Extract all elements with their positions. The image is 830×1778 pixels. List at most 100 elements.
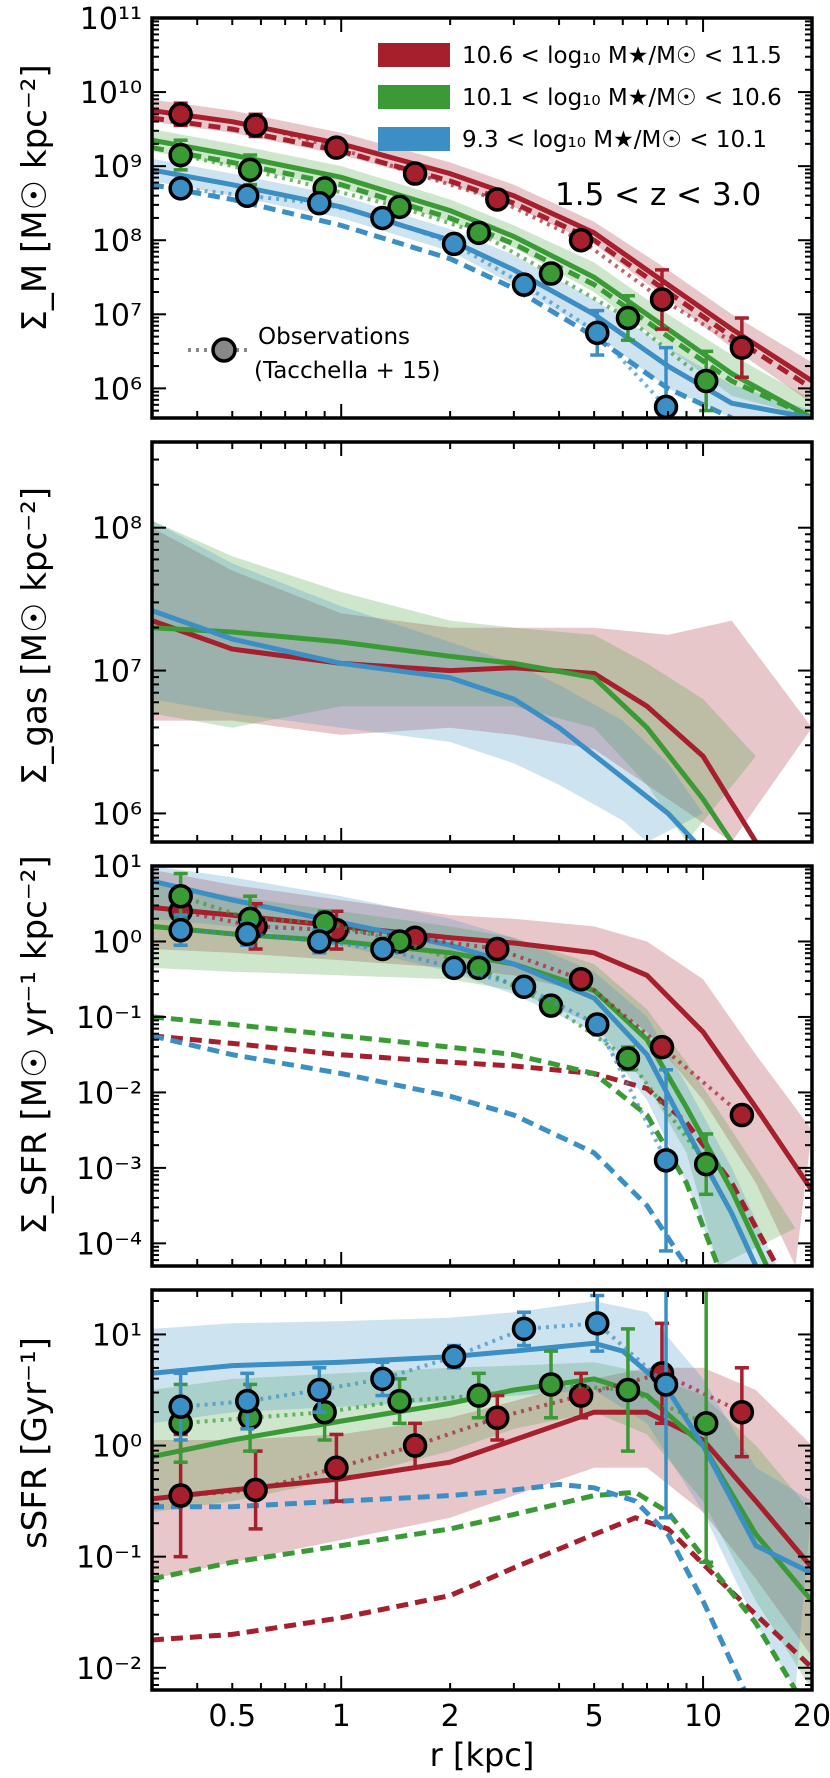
obs-legend-label-1: Observations [258, 324, 410, 350]
solid-line-gas-mid [152, 625, 734, 842]
plot-area-gas [152, 520, 812, 842]
obs-point-sfr-low-6 [585, 1012, 610, 1037]
plot-area-mass [152, 99, 812, 418]
obs-point-mass-mid-4 [466, 220, 492, 246]
solid-line-gas-high [152, 618, 759, 842]
ytick-label-mass: 10⁶ [92, 372, 142, 407]
dashed-line-mass-mid [152, 145, 812, 418]
panels: 10⁶10⁷10⁸10⁹10¹⁰10¹¹10⁶10⁷10⁸10⁻⁴10⁻³10⁻… [76, 2, 830, 1734]
obs-point-sfr-low-1 [235, 921, 260, 947]
legend-swatch-low [378, 127, 450, 151]
obs-point-sfr-low-5 [511, 974, 537, 1000]
redshift-label: 1.5 < z < 3.0 [555, 177, 761, 213]
obs-point-ssfr-mid-5 [538, 1372, 564, 1397]
xtick-label: 20 [793, 1699, 830, 1734]
dashed-line-ssfr-mid [152, 1489, 798, 1690]
obs-point-sfr-high-6 [649, 1034, 675, 1060]
obs-point-ssfr-high-0 [168, 1483, 193, 1508]
obs-point-ssfr-mid-7 [693, 1411, 719, 1436]
solid-line-mass-mid [152, 137, 812, 418]
obs-point-mass-high-3 [402, 161, 428, 186]
obs-point-mass-mid-3 [387, 194, 412, 220]
band-ssfr-mid [152, 1362, 812, 1690]
obs-point-sfr-low-2 [307, 929, 332, 954]
obs-point-sfr-mid-0 [168, 883, 193, 909]
obs-point-mass-low-7 [653, 394, 679, 418]
obs-point-mass-high-6 [649, 287, 675, 312]
ytick-label-mass: 10⁹ [92, 150, 142, 185]
ytick-label-gas: 10⁶ [92, 797, 142, 832]
legend-swatch-high [378, 43, 450, 67]
obs-point-sfr-mid-7 [693, 1151, 719, 1177]
obs-point-ssfr-low-7 [653, 1372, 679, 1397]
obs-legend-marker [211, 337, 237, 363]
ylabel-sfr: Σ_SFR [M☉ yr⁻¹ kpc⁻²] [15, 855, 55, 1234]
ytick-label-gas: 10⁸ [92, 512, 142, 547]
ylabel-gas: Σ_gas [M☉ kpc⁻²] [15, 487, 55, 785]
ytick-label-sfr: 10⁻² [76, 1076, 142, 1111]
axes-frame-gas [150, 440, 814, 844]
obs-point-sfr-low-3 [370, 936, 395, 962]
xtick-label: 0.5 [208, 1699, 256, 1734]
panel-ssfr: 10⁻² 10⁻¹ 10⁰ 10¹ [76, 1288, 814, 1692]
ytick-label-sfr: 10⁻¹ [76, 1001, 142, 1036]
plot-area-ssfr [152, 1290, 812, 1690]
obs-point-sfr-mid-4 [466, 955, 492, 981]
band-ssfr-high [152, 1367, 812, 1657]
obs-point-sfr-low-0 [168, 917, 193, 943]
ytick-label-sfr: 10⁻⁴ [76, 1227, 142, 1262]
ytick-label-mass: 10¹¹ [80, 2, 142, 37]
obs-point-mass-low-5 [511, 272, 537, 297]
obs-point-mass-low-6 [585, 320, 610, 346]
obs-point-mass-low-2 [307, 190, 332, 216]
ytick-label-ssfr: 10⁻¹ [76, 1541, 142, 1576]
obs-point-mass-mid-5 [538, 261, 564, 286]
obs-dotted-mass-mid [180, 153, 708, 383]
obs-point-mass-low-0 [168, 176, 193, 201]
ytick-label-ssfr: 10⁻² [76, 1652, 142, 1687]
legend-label-mid: 10.1 < log₁₀ M★/M☉ < 10.6 [462, 85, 782, 111]
obs-point-sfr-mid-5 [538, 993, 564, 1018]
obs-dotted-ssfr-mid [180, 1382, 707, 1426]
solid-line-ssfr-low [152, 1340, 812, 1576]
obs-point-mass-low-4 [441, 231, 467, 257]
obs-dotted-mass-low [180, 186, 668, 409]
obs-point-mass-high-0 [168, 102, 193, 127]
obs-point-sfr-low-7 [653, 1148, 679, 1173]
legend: 10.6 < log₁₀ M★/M☉ < 11.5 10.1 < log₁₀ M… [188, 43, 782, 384]
obs-point-ssfr-low-6 [585, 1311, 610, 1336]
obs-point-ssfr-high-7 [729, 1399, 755, 1425]
obs-point-ssfr-high-3 [402, 1433, 428, 1458]
ytick-label-mass: 10⁸ [92, 224, 142, 259]
obs-point-ssfr-mid-6 [615, 1377, 641, 1403]
obs-point-mass-mid-6 [615, 305, 641, 331]
legend-label-low: 9.3 < log₁₀ M★/M☉ < 10.1 [462, 127, 767, 153]
obs-point-ssfr-low-5 [511, 1316, 537, 1342]
solid-line-sfr-high [152, 905, 812, 1192]
dashed-line-mass-high [152, 115, 812, 391]
obs-point-sfr-high-5 [568, 966, 594, 992]
ytick-label-sfr: 10¹ [92, 850, 142, 885]
obs-point-mass-low-1 [235, 183, 260, 209]
dashed-line-sfr-low [152, 1033, 689, 1266]
solid-line-gas-low [152, 608, 697, 842]
obs-point-mass-high-7 [729, 335, 755, 360]
band-gas-high [152, 527, 812, 842]
obs-point-mass-high-2 [324, 135, 349, 160]
xtick-label: 10 [684, 1699, 722, 1734]
obs-point-ssfr-low-1 [235, 1388, 260, 1414]
legend-swatch-mid [378, 85, 450, 109]
ytick-label-sfr: 10⁻³ [76, 1152, 142, 1187]
obs-point-ssfr-low-0 [168, 1394, 193, 1419]
solid-line-ssfr-high [152, 1409, 812, 1570]
panel-sfr: 10⁻⁴ 10⁻³ 10⁻² 10⁻¹ 10⁰ 10¹ [76, 850, 814, 1268]
obs-point-mass-high-1 [243, 113, 268, 138]
xlabel: r [kpc] [430, 1736, 535, 1774]
obs-point-mass-mid-0 [168, 142, 193, 168]
panel-gas: 10⁶ 10⁷ 10⁸ [92, 440, 814, 844]
xtick-label: 2 [441, 1699, 460, 1734]
obs-point-sfr-low-4 [441, 955, 467, 981]
ytick-label-gas: 10⁷ [92, 655, 142, 690]
dashed-line-sfr-mid [152, 1014, 721, 1266]
obs-point-sfr-high-4 [485, 936, 510, 962]
